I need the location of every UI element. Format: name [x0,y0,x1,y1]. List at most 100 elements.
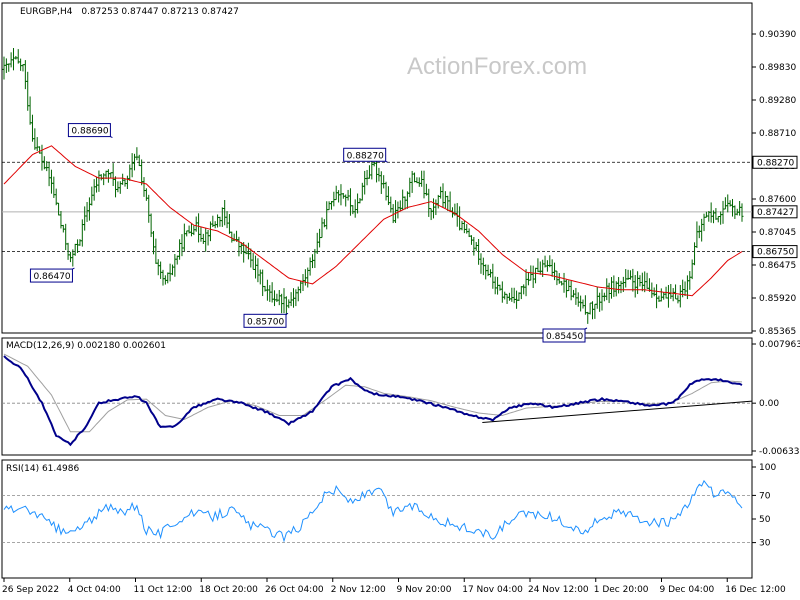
price-bar [33,128,37,150]
price-bar [332,191,336,207]
annotation-label: 0.85700 [247,317,284,327]
price-bar [201,233,205,244]
price-bar [206,229,210,246]
price-bar [118,181,122,194]
price-bar [714,208,718,220]
price-bar [68,251,72,263]
price-bar [645,272,649,289]
price-bar [159,261,163,279]
price-bar [512,287,516,304]
price-bar [564,279,568,298]
x-axis-labels: 26 Sep 2022 4 Oct 04:00 11 Oct 12:00 18 Oct… [2,578,786,595]
level-price-box [752,155,798,169]
price-bar [7,63,11,72]
level-price-box [752,245,798,259]
price-bar [142,177,146,197]
x-tick-label: 9 Nov 20:00 [396,585,451,595]
price-bar [289,292,293,307]
price-bar [422,170,426,199]
level-price-box [752,205,798,219]
price-bar [429,208,433,221]
annotation-label: 0.86470 [33,272,70,282]
macd-label: MACD(12,26,9) 0.002180 0.002601 [6,341,166,351]
price-bar [448,191,452,213]
price-bar [116,181,120,193]
moving-average [3,145,743,297]
level-price-value: 0.88270 [757,158,794,168]
price-bar [49,169,53,194]
price-annotation: 0.88690 [67,123,113,139]
price-bar [161,269,165,286]
price-bar [631,268,635,292]
price-bar [628,270,632,280]
price-bar [460,220,464,231]
price-bar [363,170,367,195]
price-bar [147,194,151,223]
level-price-value: 0.87427 [757,208,794,218]
price-bar [90,186,94,206]
price-bar [413,172,417,183]
price-bar [484,264,488,280]
price-bar [40,144,44,171]
price-bar [704,211,708,218]
price-bar [111,163,115,186]
macd-trendline [482,400,753,424]
annotation-box [343,147,387,162]
price-bar [216,214,220,228]
price-bar [436,194,440,209]
price-bar [738,200,742,216]
price-bar [367,165,371,179]
price-bar [92,179,96,201]
price-bar [263,285,267,292]
price-bar [303,269,307,286]
price-bar [721,200,725,224]
price-bar [439,186,443,199]
price-bar [417,177,421,187]
x-tick-label: 16 Dec 12:00 [725,585,786,595]
x-tick-label: 24 Nov 12:00 [528,585,589,595]
macd-tick-label: 0.00 [759,399,779,409]
price-bar [458,206,462,231]
price-bar [135,147,139,161]
price-bar [515,290,519,309]
price-bar [339,184,343,206]
price-bar [156,259,160,276]
price-bar [491,263,495,289]
price-bar [168,263,172,282]
price-bar [716,215,720,223]
price-bar [683,281,687,296]
price-bar [151,231,155,255]
price-bar [408,177,412,198]
price-bar [178,239,182,260]
price-bar [443,191,447,209]
price-bar [591,301,595,320]
macd-panel-frame [1,337,753,456]
price-bar [73,243,77,256]
price-bar [560,281,564,286]
price-bar [218,216,222,227]
price-bar [182,223,186,251]
price-bar [197,213,201,243]
watermark: ActionForex.com [407,53,587,80]
price-bar [569,280,573,301]
price-bar [125,175,129,190]
price-bar [2,56,6,80]
symbol-label: EURGBP,H4 [20,7,73,17]
price-bar [185,230,189,237]
price-bar [189,223,193,237]
price-bar [97,170,101,192]
price-bar [719,211,723,225]
price-bar [47,161,51,187]
price-bar [173,254,177,277]
price-bar [353,199,357,218]
price-bar [500,281,504,303]
price-bar [555,270,559,286]
price-bar [23,60,27,90]
price-bar [83,206,87,231]
price-bar [315,232,319,255]
price-tick-label: 0.85920 [759,294,796,304]
price-bar [562,272,566,293]
price-bar [223,199,227,226]
price-bar [256,258,260,283]
price-bar [130,153,134,178]
